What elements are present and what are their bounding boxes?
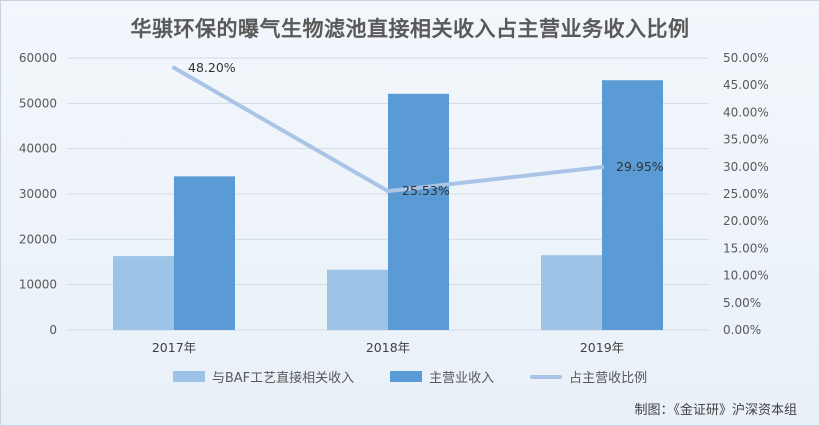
bar-main-revenue (602, 80, 663, 330)
bar-main-revenue (388, 93, 449, 331)
ratio-data-label: 25.53% (402, 183, 450, 198)
y-axis-tick-label: 60000 (19, 51, 57, 65)
x-axis-tick-label: 2019年 (580, 340, 624, 355)
legend-swatch-main-revenue (390, 371, 423, 382)
legend-swatch-ratio (530, 374, 563, 379)
chart-legend: 与BAF工艺直接相关收入 主营业收入 占主营收比例 (1, 367, 819, 386)
y2-axis-tick-label: 20.00% (723, 214, 769, 228)
y2-axis-tick-label: 0.00% (723, 323, 761, 337)
y-axis-tick-label: 0 (49, 323, 57, 337)
source-note: 制图：《金证研》沪深资本组 (634, 403, 797, 418)
y2-axis-tick-label: 40.00% (723, 105, 769, 119)
legend-label-ratio: 占主营收比例 (569, 371, 648, 386)
legend-label-main-revenue: 主营业收入 (429, 371, 495, 386)
ratio-point (386, 189, 390, 194)
ratio-data-label: 29.95% (616, 159, 664, 174)
bar-baf-revenue (541, 255, 602, 330)
ratio-data-label: 48.20% (188, 60, 236, 75)
ratio-point (600, 165, 604, 170)
y-axis-tick-label: 50000 (19, 96, 57, 110)
legend-swatch-baf-revenue (172, 371, 205, 382)
y2-axis-tick-label: 25.00% (723, 187, 769, 201)
y-axis-tick-label: 30000 (19, 187, 57, 201)
y2-axis-tick-label: 45.00% (723, 78, 769, 92)
y2-axis-tick-label: 35.00% (723, 133, 769, 147)
legend-item-main-revenue: 主营业收入 (390, 367, 494, 386)
y2-axis-tick-label: 10.00% (723, 269, 769, 283)
chart-title: 华骐环保的曝气生物滤池直接相关收入占主营业务收入比例 (130, 17, 690, 41)
bar-baf-revenue (113, 256, 174, 330)
ratio-point (172, 65, 176, 70)
y2-axis-tick-label: 30.00% (723, 160, 769, 174)
y2-axis-tick-label: 5.00% (723, 296, 761, 310)
bar-baf-revenue (327, 269, 388, 330)
y2-axis-tick-label: 50.00% (723, 51, 769, 65)
legend-item-baf-revenue: 与BAF工艺直接相关收入 (172, 367, 355, 386)
y-axis-tick-label: 20000 (19, 232, 57, 246)
x-axis-tick-label: 2017年 (152, 340, 196, 355)
y2-axis-tick-label: 15.00% (723, 241, 769, 255)
legend-label-baf-revenue: 与BAF工艺直接相关收入 (211, 371, 355, 386)
bar-main-revenue (174, 176, 235, 330)
x-axis-tick-label: 2018年 (366, 340, 410, 355)
y-axis-tick-label: 10000 (19, 278, 57, 292)
legend-item-ratio: 占主营收比例 (530, 367, 647, 386)
y-axis-tick-label: 40000 (19, 142, 57, 156)
